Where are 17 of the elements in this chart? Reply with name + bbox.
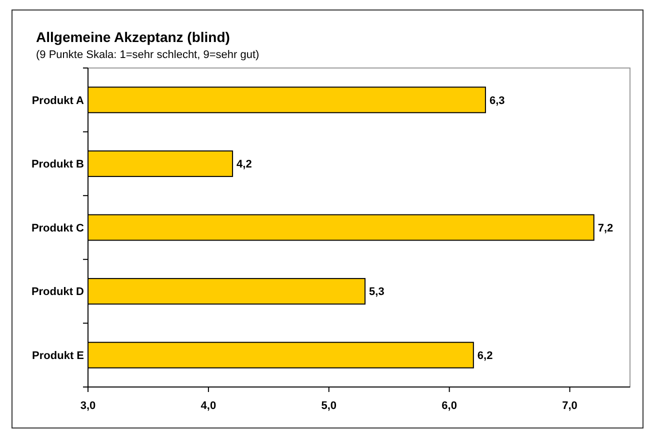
x-tick-label: 5,0 — [321, 400, 337, 412]
y-tick-label: Produkt C — [31, 222, 84, 234]
data-label: 6,2 — [477, 350, 493, 362]
x-tick-label: 4,0 — [200, 400, 216, 412]
y-tick-label: Produkt E — [32, 350, 84, 362]
x-tick-label: 7,0 — [562, 400, 578, 412]
chart-subtitle: (9 Punkte Skala: 1=sehr schlecht, 9=sehr gut) — [36, 49, 260, 61]
chart-title: Allgemeine Akzeptanz (blind) — [36, 29, 230, 45]
data-label: 4,2 — [236, 158, 252, 171]
data-label: 7,2 — [598, 222, 614, 234]
data-label: 5,3 — [369, 286, 384, 298]
y-tick-label: Produkt D — [31, 286, 84, 298]
x-tick-label: 6,0 — [442, 400, 457, 412]
y-tick-label: Produkt A — [32, 94, 84, 107]
y-tick-label: Produkt B — [31, 158, 84, 171]
data-label: 6,3 — [489, 94, 505, 107]
x-tick-label: 3,0 — [80, 400, 96, 412]
